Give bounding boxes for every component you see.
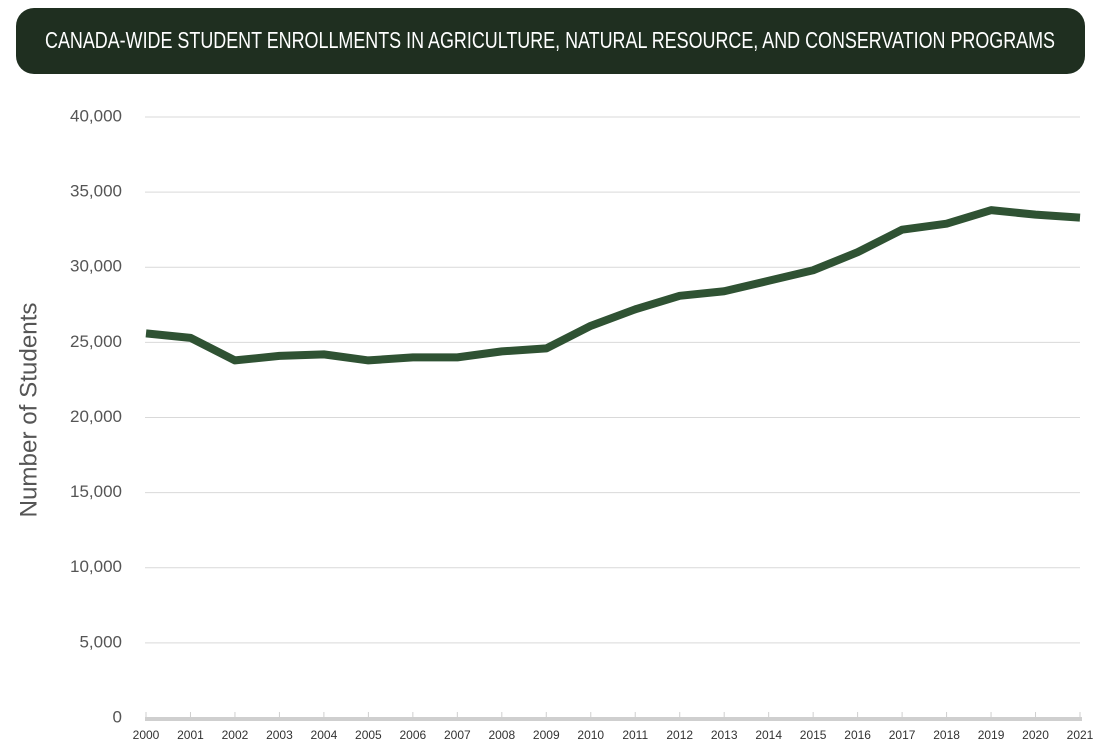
x-tick-label: 2013 <box>711 728 738 742</box>
x-tick-label: 2000 <box>133 728 160 742</box>
x-tick-label: 2018 <box>933 728 960 742</box>
line <box>145 206 1081 365</box>
x-tick-label: 2014 <box>755 728 782 742</box>
y-tick-label: 0 <box>113 707 122 726</box>
x-tick-label: 2017 <box>889 728 916 742</box>
x-tick-label: 2002 <box>222 728 249 742</box>
y-tick-label: 5,000 <box>79 632 122 651</box>
y-tick-label: 25,000 <box>70 332 122 351</box>
x-tick-label: 2008 <box>488 728 515 742</box>
x-tick-label: 2010 <box>577 728 604 742</box>
y-axis-label: Number of Students <box>15 303 42 518</box>
y-tick-label: 40,000 <box>70 106 122 125</box>
x-tick-label: 2006 <box>400 728 427 742</box>
x-tick-label: 2007 <box>444 728 471 742</box>
x-tick-label: 2019 <box>978 728 1005 742</box>
x-tick-label: 2015 <box>800 728 827 742</box>
y-tick-label: 20,000 <box>70 407 122 426</box>
x-tick-label: 2021 <box>1067 728 1094 742</box>
x-tick-label: 2011 <box>622 728 648 742</box>
x-tick-label: 2009 <box>533 728 560 742</box>
title-box <box>16 8 1085 74</box>
x-tick-label: 2001 <box>177 728 204 742</box>
x-tick-label: 2012 <box>666 728 693 742</box>
y-tick-label: 15,000 <box>70 482 122 501</box>
x-tick-label: 2020 <box>1022 728 1049 742</box>
y-tick-label: 35,000 <box>70 182 122 201</box>
x-tick-label: 2004 <box>311 728 338 742</box>
y-tick-label: 30,000 <box>70 257 122 276</box>
x-tick-label: 2005 <box>355 728 382 742</box>
chart-title: CANADA-WIDE STUDENT ENROLLMENTS IN AGRIC… <box>45 27 1055 53</box>
y-tick-label: 10,000 <box>70 557 122 576</box>
x-tick-label: 2003 <box>266 728 293 742</box>
x-tick-label: 2016 <box>844 728 871 742</box>
